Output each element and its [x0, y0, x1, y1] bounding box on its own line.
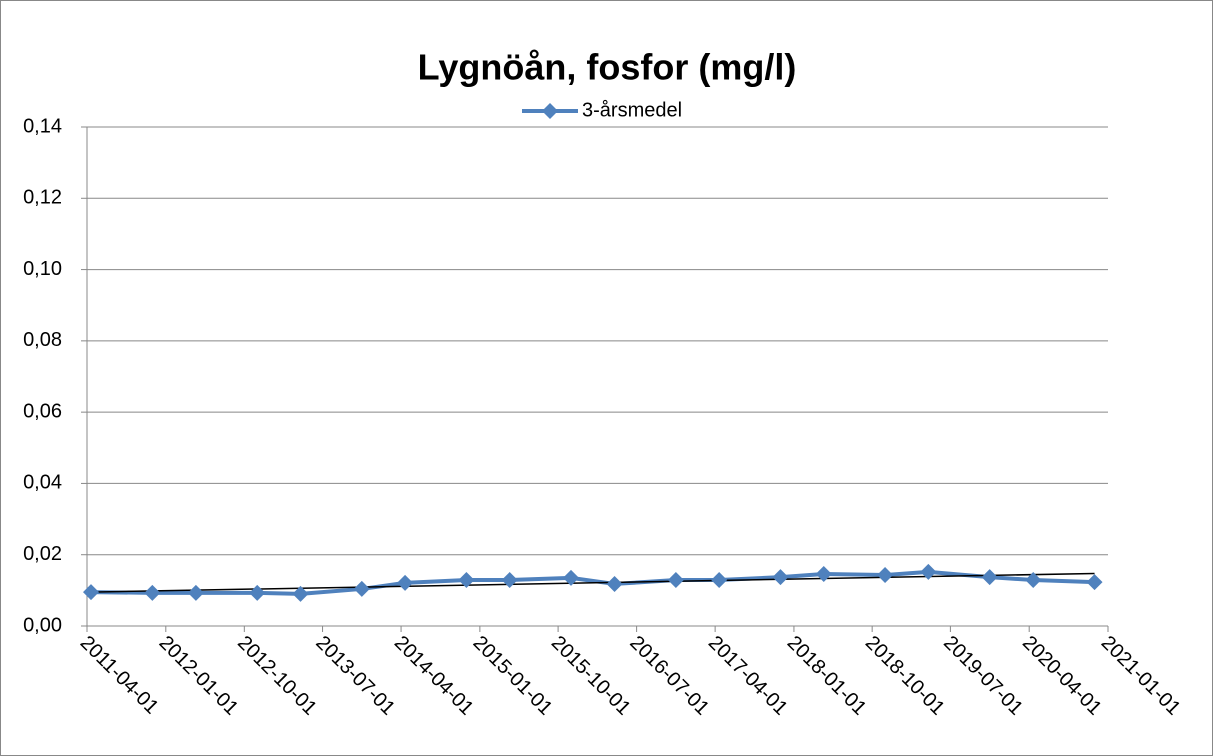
legend-marker	[542, 103, 558, 119]
data-marker	[1086, 574, 1103, 591]
data-marker	[606, 575, 623, 592]
data-marker	[458, 572, 475, 589]
y-tick-label: 0,12	[23, 187, 62, 209]
data-marker	[877, 567, 894, 584]
data-marker	[772, 569, 789, 586]
y-tick-label: 0,14	[23, 115, 62, 137]
y-tick-label: 0,02	[23, 543, 62, 565]
data-marker	[187, 584, 204, 601]
data-marker	[1025, 572, 1042, 589]
data-marker	[83, 584, 100, 601]
data-marker	[144, 584, 161, 601]
y-tick-label: 0,08	[23, 329, 62, 351]
y-tick-label: 0,04	[23, 472, 62, 494]
y-tick-label: 0,06	[23, 400, 62, 422]
data-marker	[981, 569, 998, 586]
legend-label: 3-årsmedel	[582, 99, 682, 121]
data-marker	[562, 569, 579, 586]
data-marker	[292, 585, 309, 602]
y-tick-label: 0,00	[23, 614, 62, 636]
data-marker	[667, 572, 684, 589]
data-marker	[920, 563, 937, 580]
data-marker	[815, 565, 832, 582]
data-marker	[397, 574, 414, 591]
chart-title: Lygnöån, fosfor (mg/l)	[418, 47, 797, 88]
data-marker	[501, 572, 518, 589]
data-marker	[249, 584, 266, 601]
y-tick-label: 0,10	[23, 258, 62, 280]
data-marker	[353, 580, 370, 597]
data-marker	[711, 572, 728, 589]
